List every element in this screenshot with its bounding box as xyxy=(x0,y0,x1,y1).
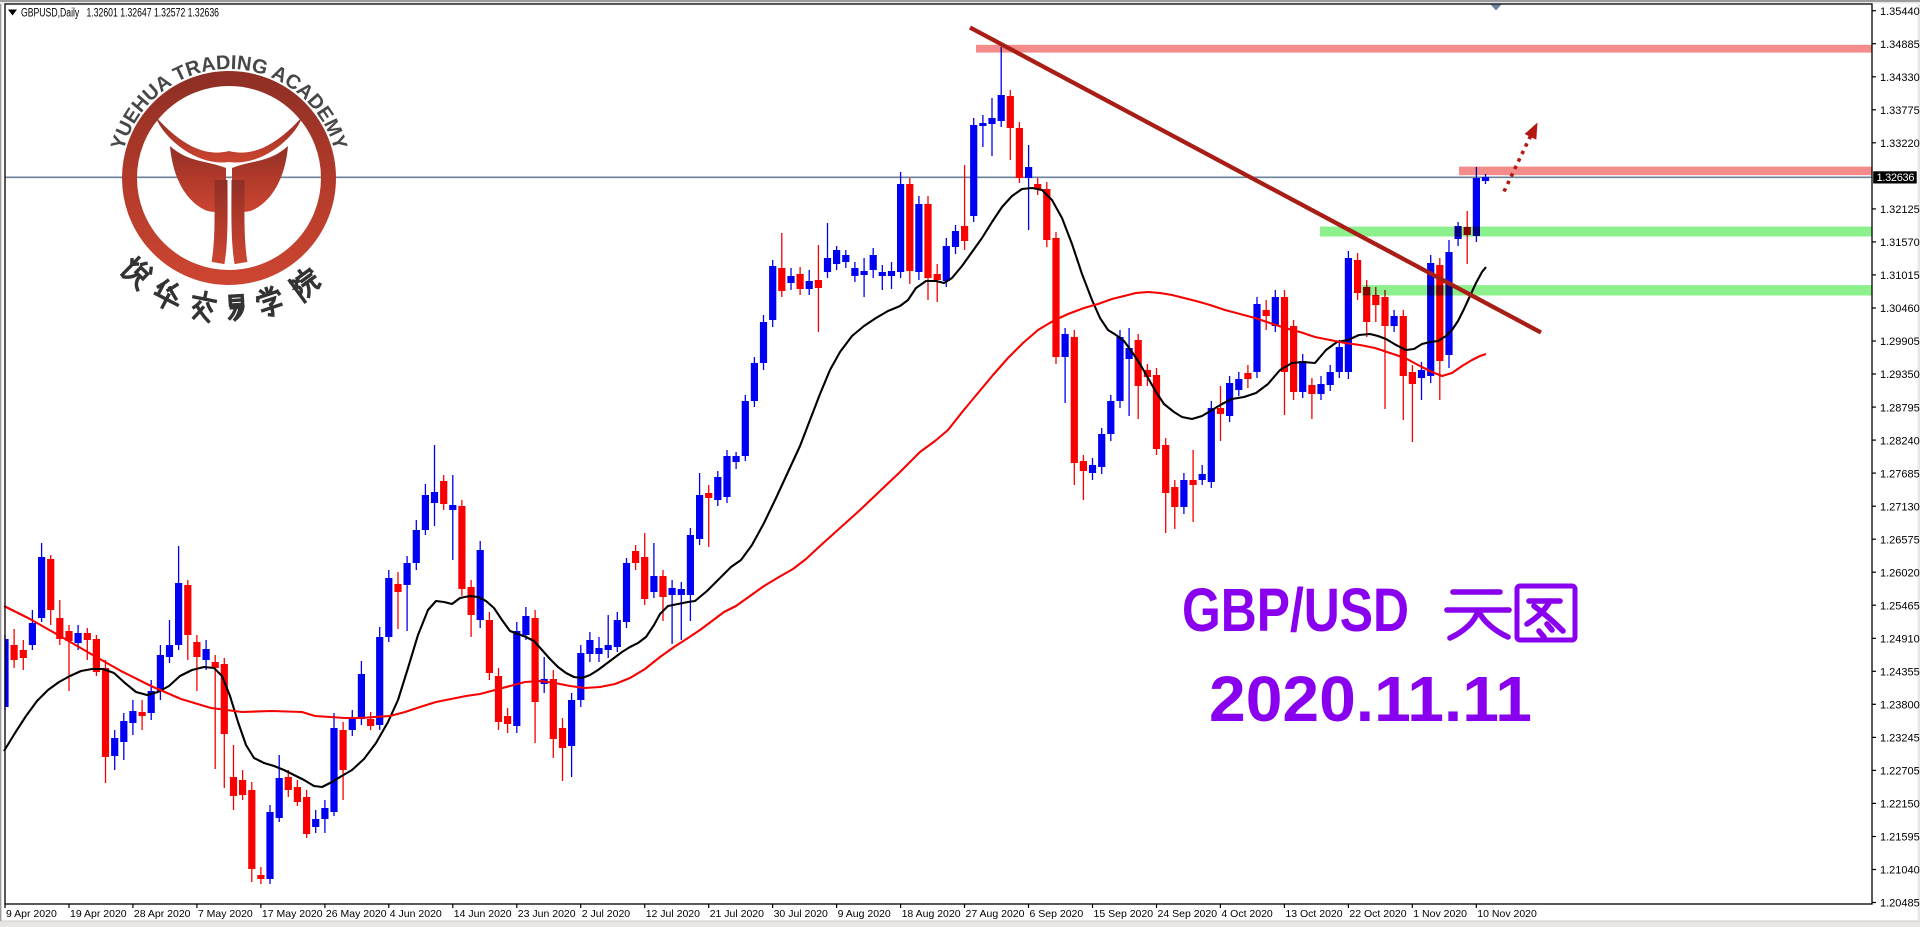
svg-text:GBPUSD,Daily 1.32601 1.32647: GBPUSD,Daily 1.32601 1.32647 1.32572 1.3… xyxy=(21,8,219,20)
svg-text:1.33775: 1.33775 xyxy=(1880,105,1920,117)
svg-text:27 Aug 2020: 27 Aug 2020 xyxy=(966,908,1025,920)
svg-text:1.27130: 1.27130 xyxy=(1880,501,1920,513)
svg-text:12 Jul 2020: 12 Jul 2020 xyxy=(646,908,700,920)
svg-text:14 Jun 2020: 14 Jun 2020 xyxy=(454,908,512,920)
svg-text:17 May 2020: 17 May 2020 xyxy=(262,908,323,920)
svg-text:10 Nov 2020: 10 Nov 2020 xyxy=(1477,908,1537,920)
svg-text:1.27685: 1.27685 xyxy=(1880,468,1920,480)
svg-text:1.25465: 1.25465 xyxy=(1880,600,1920,612)
svg-text:1.21595: 1.21595 xyxy=(1880,832,1920,844)
svg-text:GBP/USD: GBP/USD xyxy=(1182,576,1409,644)
svg-text:2 Jul 2020: 2 Jul 2020 xyxy=(582,908,631,920)
svg-text:1.26020: 1.26020 xyxy=(1880,567,1920,579)
svg-text:1 Nov 2020: 1 Nov 2020 xyxy=(1413,908,1467,920)
svg-text:13 Oct 2020: 13 Oct 2020 xyxy=(1285,908,1342,920)
svg-text:2020.11.11: 2020.11.11 xyxy=(1209,663,1532,735)
svg-text:1.31015: 1.31015 xyxy=(1880,270,1920,282)
svg-text:1.34330: 1.34330 xyxy=(1880,72,1920,84)
svg-text:1.22705: 1.22705 xyxy=(1880,766,1920,778)
svg-text:1.33220: 1.33220 xyxy=(1880,138,1920,150)
svg-text:1.28795: 1.28795 xyxy=(1880,402,1920,414)
svg-text:1.35440: 1.35440 xyxy=(1880,6,1920,18)
svg-text:6 Sep 2020: 6 Sep 2020 xyxy=(1030,908,1084,920)
svg-text:22 Oct 2020: 22 Oct 2020 xyxy=(1349,908,1406,920)
svg-text:23 Jun 2020: 23 Jun 2020 xyxy=(518,908,576,920)
svg-text:1.20485: 1.20485 xyxy=(1880,898,1920,910)
svg-text:21 Jul 2020: 21 Jul 2020 xyxy=(710,908,764,920)
svg-text:19 Apr 2020: 19 Apr 2020 xyxy=(70,908,127,920)
svg-text:1.23800: 1.23800 xyxy=(1880,700,1920,712)
svg-text:15 Sep 2020: 15 Sep 2020 xyxy=(1094,908,1154,920)
svg-text:1.32125: 1.32125 xyxy=(1880,204,1920,216)
svg-text:1.31570: 1.31570 xyxy=(1880,237,1920,249)
svg-text:1.32636: 1.32636 xyxy=(1877,172,1915,184)
svg-text:24 Sep 2020: 24 Sep 2020 xyxy=(1158,908,1218,920)
svg-text:1.29350: 1.29350 xyxy=(1880,369,1920,381)
svg-text:18 Aug 2020: 18 Aug 2020 xyxy=(902,908,961,920)
svg-text:7 May 2020: 7 May 2020 xyxy=(198,908,253,920)
svg-text:1.28240: 1.28240 xyxy=(1880,435,1920,447)
svg-text:4 Jun 2020: 4 Jun 2020 xyxy=(390,908,442,920)
svg-text:9 Apr 2020: 9 Apr 2020 xyxy=(6,908,57,920)
svg-text:1.21040: 1.21040 xyxy=(1880,865,1920,877)
svg-text:4 Oct 2020: 4 Oct 2020 xyxy=(1221,908,1273,920)
svg-text:1.30460: 1.30460 xyxy=(1880,303,1920,315)
svg-text:1.29905: 1.29905 xyxy=(1880,336,1920,348)
svg-text:1.24355: 1.24355 xyxy=(1880,667,1920,679)
svg-text:28 Apr 2020: 28 Apr 2020 xyxy=(134,908,191,920)
svg-text:1.34885: 1.34885 xyxy=(1880,39,1920,51)
svg-text:26 May 2020: 26 May 2020 xyxy=(326,908,387,920)
svg-text:30 Jul 2020: 30 Jul 2020 xyxy=(774,908,828,920)
svg-text:1.23245: 1.23245 xyxy=(1880,733,1920,745)
svg-text:1.26575: 1.26575 xyxy=(1880,534,1920,546)
svg-text:1.24910: 1.24910 xyxy=(1880,634,1920,646)
svg-text:1.22150: 1.22150 xyxy=(1880,799,1920,811)
svg-text:9 Aug 2020: 9 Aug 2020 xyxy=(838,908,891,920)
